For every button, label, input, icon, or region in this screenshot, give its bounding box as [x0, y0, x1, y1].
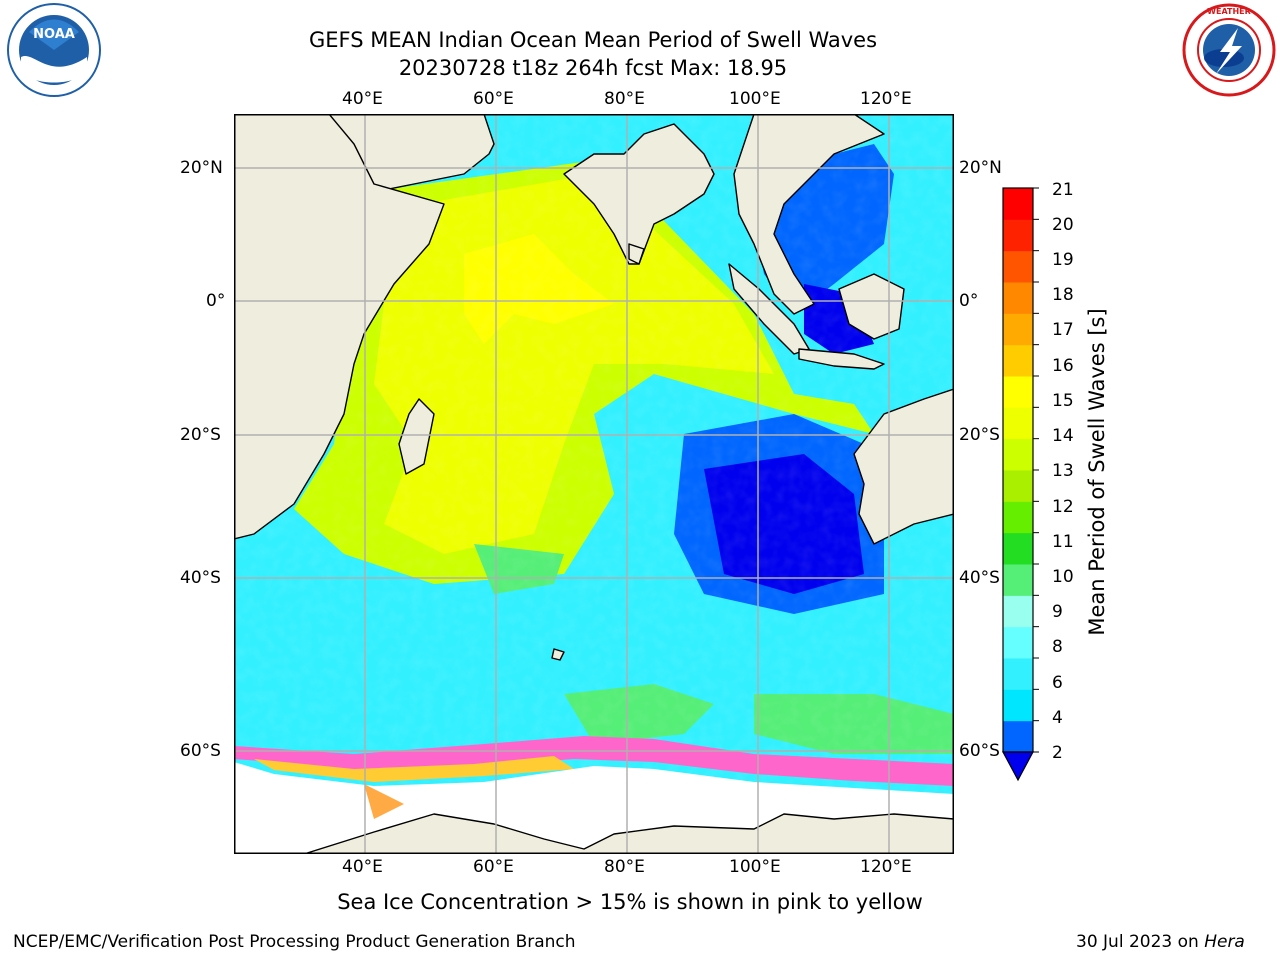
colorbar-swatch — [1003, 626, 1033, 659]
land-africa — [234, 114, 445, 540]
colorbar-swatch — [1003, 532, 1033, 565]
land-india — [563, 123, 715, 265]
colorbar-tick: 17 — [1052, 320, 1074, 340]
land-madagascar — [398, 398, 435, 475]
land-indochina — [733, 114, 885, 315]
colorbar-tick: 4 — [1052, 708, 1063, 728]
footer-date: 30 Jul 2023 on — [1076, 932, 1205, 952]
svg-text:WEATHER: WEATHER — [1207, 7, 1251, 16]
colorbar-tick: 2 — [1052, 743, 1063, 763]
colorbar-swatch — [1003, 344, 1033, 377]
colorbar-tick: 14 — [1052, 426, 1074, 446]
colorbar-swatch — [1003, 438, 1033, 471]
land-antarctica — [303, 813, 954, 854]
lat-label-right: 40°S — [959, 568, 1000, 588]
lat-label-right: 20°N — [959, 158, 1002, 178]
land-kerguelen — [551, 648, 565, 661]
colorbar-tick: 11 — [1052, 532, 1074, 552]
lon-label-bottom: 80°E — [604, 857, 645, 877]
colorbar-label: Mean Period of Swell Waves [s] — [1085, 308, 1109, 636]
colorbar-swatch — [1003, 188, 1033, 220]
colorbar-tick: 10 — [1052, 567, 1074, 587]
lon-label-bottom: 100°E — [729, 857, 781, 877]
lon-label-bottom: 60°E — [473, 857, 514, 877]
colorbar-swatch — [1003, 282, 1033, 314]
colorbar-swatch — [1003, 501, 1033, 534]
lon-label-top: 120°E — [860, 89, 912, 109]
lat-label-left: 60°S — [180, 741, 221, 761]
colorbar-tick: 13 — [1052, 461, 1074, 481]
footer-left: NCEP/EMC/Verification Post Processing Pr… — [13, 932, 576, 952]
sea-ice-edge — [234, 736, 954, 786]
colorbar-swatch — [1003, 689, 1033, 722]
lon-label-bottom: 40°E — [342, 857, 383, 877]
lon-label-top: 40°E — [342, 89, 383, 109]
sea-ice-note: Sea Ice Concentration > 15% is shown in … — [0, 890, 1280, 914]
land-java — [798, 348, 885, 370]
footer-right: 30 Jul 2023 on Hera — [1076, 932, 1245, 952]
lat-label-left: 20°N — [180, 158, 223, 178]
lon-label-bottom: 120°E — [860, 857, 912, 877]
colorbar-swatch — [1003, 219, 1033, 252]
colorbar-swatch — [1003, 313, 1033, 346]
colorbar-tick: 20 — [1052, 215, 1074, 235]
noaa-logo: NOAA — [4, 2, 104, 102]
colorbar-swatch — [1003, 470, 1033, 502]
colorbar-under-arrow — [1001, 751, 1035, 782]
map-canvas — [234, 114, 954, 854]
lat-label-left: 20°S — [180, 425, 221, 445]
colorbar-tick: 12 — [1052, 497, 1074, 517]
land-borneo — [838, 273, 905, 340]
colorbar-swatch — [1003, 720, 1033, 753]
colorbar-swatches — [1001, 187, 1039, 782]
colorbar-tick: 9 — [1052, 602, 1063, 622]
lon-label-top: 100°E — [729, 89, 781, 109]
sea-ice-note-text: Sea Ice Concentration > 15% is shown in … — [337, 890, 923, 914]
colorbar — [1000, 186, 1060, 786]
colorbar-swatch — [1003, 376, 1033, 408]
lat-label-right: 20°S — [959, 425, 1000, 445]
lat-label-right: 60°S — [959, 741, 1000, 761]
lon-label-top: 80°E — [604, 89, 645, 109]
map-title: GEFS MEAN Indian Ocean Mean Period of Sw… — [308, 28, 878, 52]
lat-label-left: 40°S — [180, 568, 221, 588]
colorbar-tick: 18 — [1052, 285, 1074, 305]
map-frame — [234, 114, 954, 854]
colorbar-tick: 19 — [1052, 250, 1074, 270]
lat-label-left: 0° — [206, 291, 226, 311]
colorbar-tick: 16 — [1052, 356, 1074, 376]
map-subtitle: 20230728 t18z 264h fcst Max: 18.95 — [398, 56, 788, 80]
colorbar-swatch — [1003, 595, 1033, 628]
colorbar-swatch — [1003, 564, 1033, 596]
colorbar-swatch — [1003, 407, 1033, 440]
colorbar-tick: 21 — [1052, 180, 1074, 200]
lon-label-top: 60°E — [473, 89, 514, 109]
colorbar-tick: 6 — [1052, 673, 1063, 693]
land-sri-lanka — [628, 243, 645, 265]
footer-machine: Hera — [1204, 932, 1245, 952]
land-masses — [234, 114, 954, 854]
colorbar-tick: 8 — [1052, 637, 1063, 657]
colorbar-swatch — [1003, 250, 1033, 283]
svg-text:NOAA: NOAA — [33, 27, 75, 42]
graticule — [234, 114, 954, 854]
swell-period-map — [234, 114, 954, 854]
lat-label-right: 0° — [959, 291, 979, 311]
colorbar-tick: 15 — [1052, 391, 1074, 411]
land-australia — [853, 388, 954, 545]
colorbar-swatch — [1003, 658, 1033, 690]
nws-logo: WEATHER — [1180, 2, 1278, 100]
